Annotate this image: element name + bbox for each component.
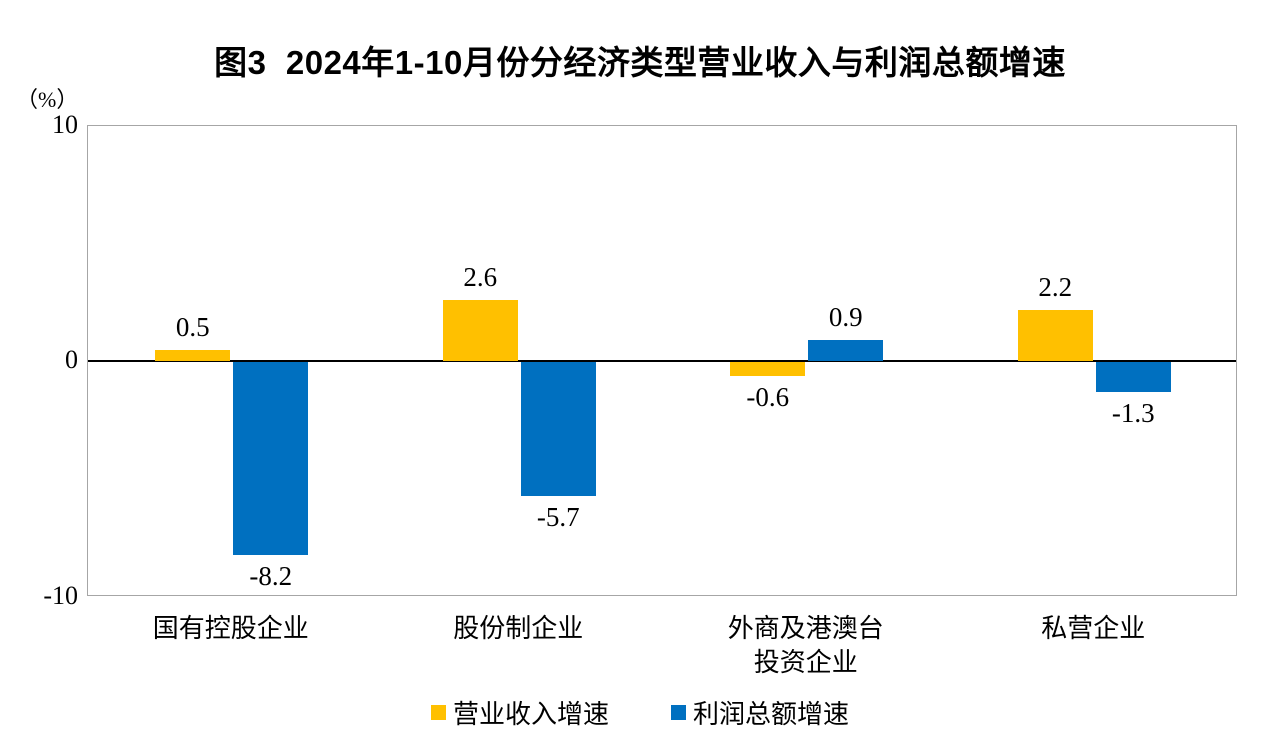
bar-value-label: 0.5	[175, 311, 210, 342]
bar-profit	[520, 361, 596, 496]
legend-swatch-profit	[671, 705, 686, 720]
bar-value-label: 0.9	[828, 302, 863, 333]
bar-value-label: -0.6	[746, 381, 790, 412]
bar-revenue	[730, 361, 806, 376]
plot-area: 0.5 -8.2 2.6 -5.7 -0.6 0.9 2.2 -1.3	[87, 125, 1237, 596]
bar-value-label: -1.3	[1111, 398, 1155, 429]
y-tick-label-0: 0	[65, 345, 78, 374]
x-category-label: 外商及港澳台 投资企业	[727, 614, 884, 677]
bar-value-label: -8.2	[249, 560, 293, 591]
chart-title: 图3 2024年1-10月份分经济类型营业收入与利润总额增速	[214, 44, 1066, 81]
y-tick-label-neg10: -10	[43, 581, 78, 610]
x-category-label: 私营企业	[1041, 614, 1146, 643]
x-category-label: 国有控股企业	[152, 614, 309, 643]
bar-revenue	[442, 300, 518, 362]
bar-revenue	[1017, 309, 1093, 362]
bar-revenue	[155, 349, 231, 362]
x-category-label: 股份制企业	[453, 614, 584, 643]
bar-profit	[1095, 361, 1171, 393]
legend-entry-profit: 利润总额增速	[671, 694, 849, 731]
zero-axis-line	[88, 360, 1236, 362]
y-tick-label-10: 10	[52, 110, 78, 139]
y-axis-unit-label: （%）	[16, 87, 79, 112]
bar-value-label: 2.2	[1038, 271, 1073, 302]
bar-value-label: -5.7	[536, 501, 580, 532]
bar-profit	[233, 361, 309, 555]
legend-entry-revenue: 营业收入增速	[430, 694, 609, 731]
legend-swatch-revenue	[430, 705, 446, 720]
legend-label-revenue: 营业收入增速	[452, 700, 609, 729]
bar-value-label: 2.6	[463, 262, 498, 293]
legend-label-profit: 利润总额增速	[693, 700, 850, 729]
legend: 营业收入增速 利润总额增速	[0, 694, 1280, 731]
bar-profit	[808, 340, 884, 362]
